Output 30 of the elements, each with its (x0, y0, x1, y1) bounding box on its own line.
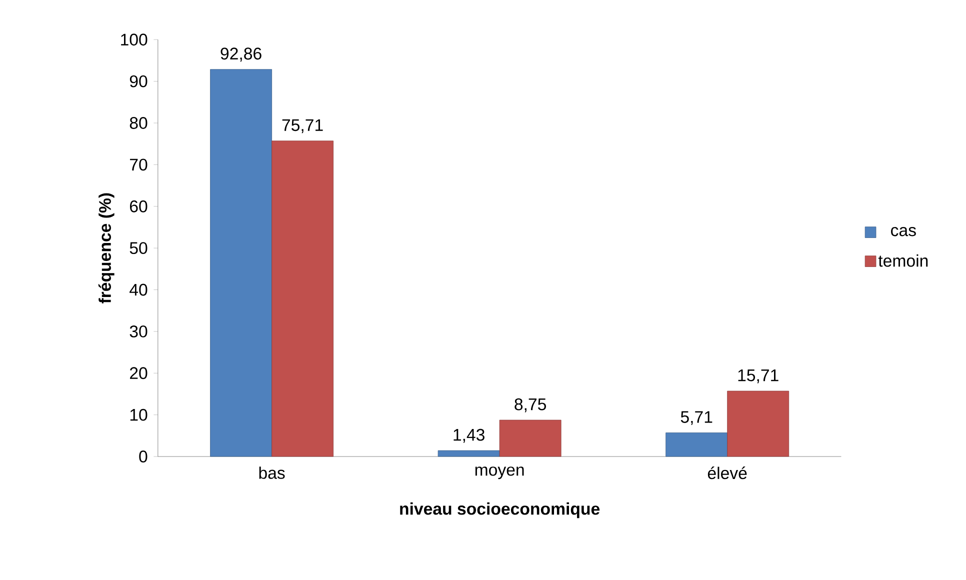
y-tick-label: 90 (130, 75, 148, 88)
y-tick-label: 60 (130, 200, 148, 212)
y-tick-label: 80 (130, 116, 148, 129)
legend-label: temoin (878, 254, 928, 267)
bar (438, 450, 500, 457)
y-tick-label: 0 (139, 450, 148, 462)
x-tick-label: moyen (475, 466, 524, 479)
x-tick-label: élevé (708, 466, 747, 479)
data-label: 5,71 (680, 411, 712, 425)
x-tick-label: bas (259, 466, 285, 479)
x-axis-title: niveau socioeconomique (400, 502, 600, 518)
y-tick-label: 10 (130, 408, 148, 421)
y-tick-label: 40 (130, 284, 148, 296)
legend-label: cas (891, 226, 916, 236)
y-tick-label: 50 (130, 242, 148, 254)
bar (499, 420, 562, 457)
y-axis-title: fréquence (%) (98, 193, 114, 304)
y-tick-label: 100 (121, 33, 148, 46)
data-label: 15,71 (738, 369, 778, 384)
data-label: 92,86 (220, 48, 262, 62)
y-tick-label: 30 (130, 325, 148, 338)
data-label: 8,75 (514, 398, 546, 412)
y-tick-label: 20 (130, 367, 148, 379)
bar (210, 69, 272, 457)
bar (272, 140, 334, 457)
data-label: 1,43 (454, 428, 484, 443)
bar (727, 390, 790, 457)
y-tick-label: 70 (130, 158, 148, 170)
data-label: 75,71 (282, 119, 323, 133)
bar (666, 432, 728, 457)
